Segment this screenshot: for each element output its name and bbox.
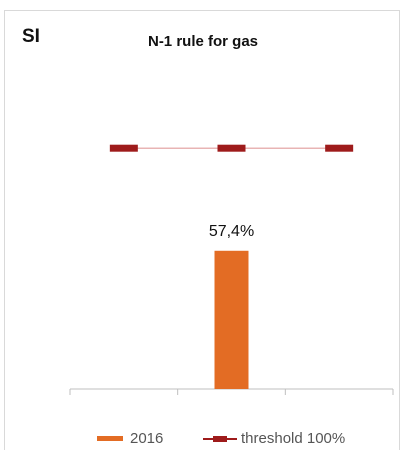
threshold-marker	[109, 144, 138, 152]
chart-frame	[4, 10, 400, 450]
threshold-marker	[325, 144, 354, 152]
legend-swatch-2016	[97, 436, 123, 441]
legend-label-2016: 2016	[130, 430, 164, 447]
legend: 2016 threshold 100%	[0, 430, 406, 454]
bar-data-label: 57,4%	[209, 223, 254, 240]
bar-2016	[214, 250, 249, 389]
chart-title: N-1 rule for gas	[147, 33, 259, 50]
legend-swatch-threshold	[203, 435, 237, 442]
threshold-marker	[217, 144, 246, 152]
legend-label-threshold: threshold 100%	[241, 430, 346, 447]
legend-item-2016: 2016	[97, 430, 163, 447]
country-label: SI	[22, 26, 40, 47]
legend-item-threshold: threshold 100%	[203, 430, 345, 447]
